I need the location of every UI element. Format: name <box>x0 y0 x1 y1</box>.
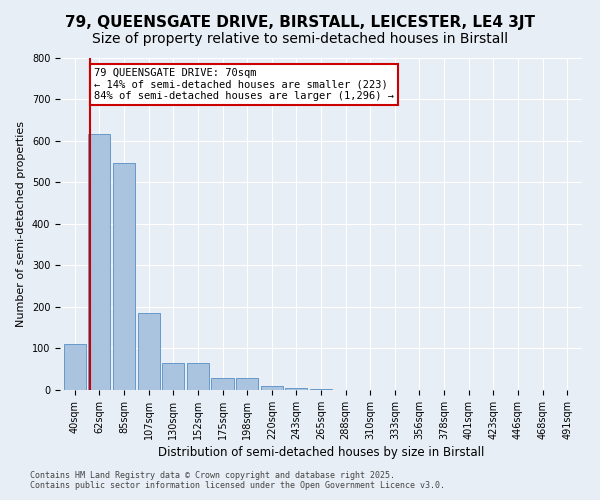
Bar <box>236 378 258 390</box>
Bar <box>88 134 110 390</box>
Bar <box>113 164 135 390</box>
Bar <box>137 313 160 390</box>
Text: 79 QUEENSGATE DRIVE: 70sqm
← 14% of semi-detached houses are smaller (223)
84% o: 79 QUEENSGATE DRIVE: 70sqm ← 14% of semi… <box>94 68 394 101</box>
Bar <box>162 363 184 390</box>
Y-axis label: Number of semi-detached properties: Number of semi-detached properties <box>16 120 26 327</box>
Bar <box>64 344 86 390</box>
Bar <box>187 363 209 390</box>
Bar <box>211 378 233 390</box>
Bar <box>260 386 283 390</box>
Bar <box>310 389 332 390</box>
Text: Contains HM Land Registry data © Crown copyright and database right 2025.
Contai: Contains HM Land Registry data © Crown c… <box>30 470 445 490</box>
Text: Size of property relative to semi-detached houses in Birstall: Size of property relative to semi-detach… <box>92 32 508 46</box>
Bar <box>285 388 307 390</box>
Text: 79, QUEENSGATE DRIVE, BIRSTALL, LEICESTER, LE4 3JT: 79, QUEENSGATE DRIVE, BIRSTALL, LEICESTE… <box>65 15 535 30</box>
X-axis label: Distribution of semi-detached houses by size in Birstall: Distribution of semi-detached houses by … <box>158 446 484 459</box>
